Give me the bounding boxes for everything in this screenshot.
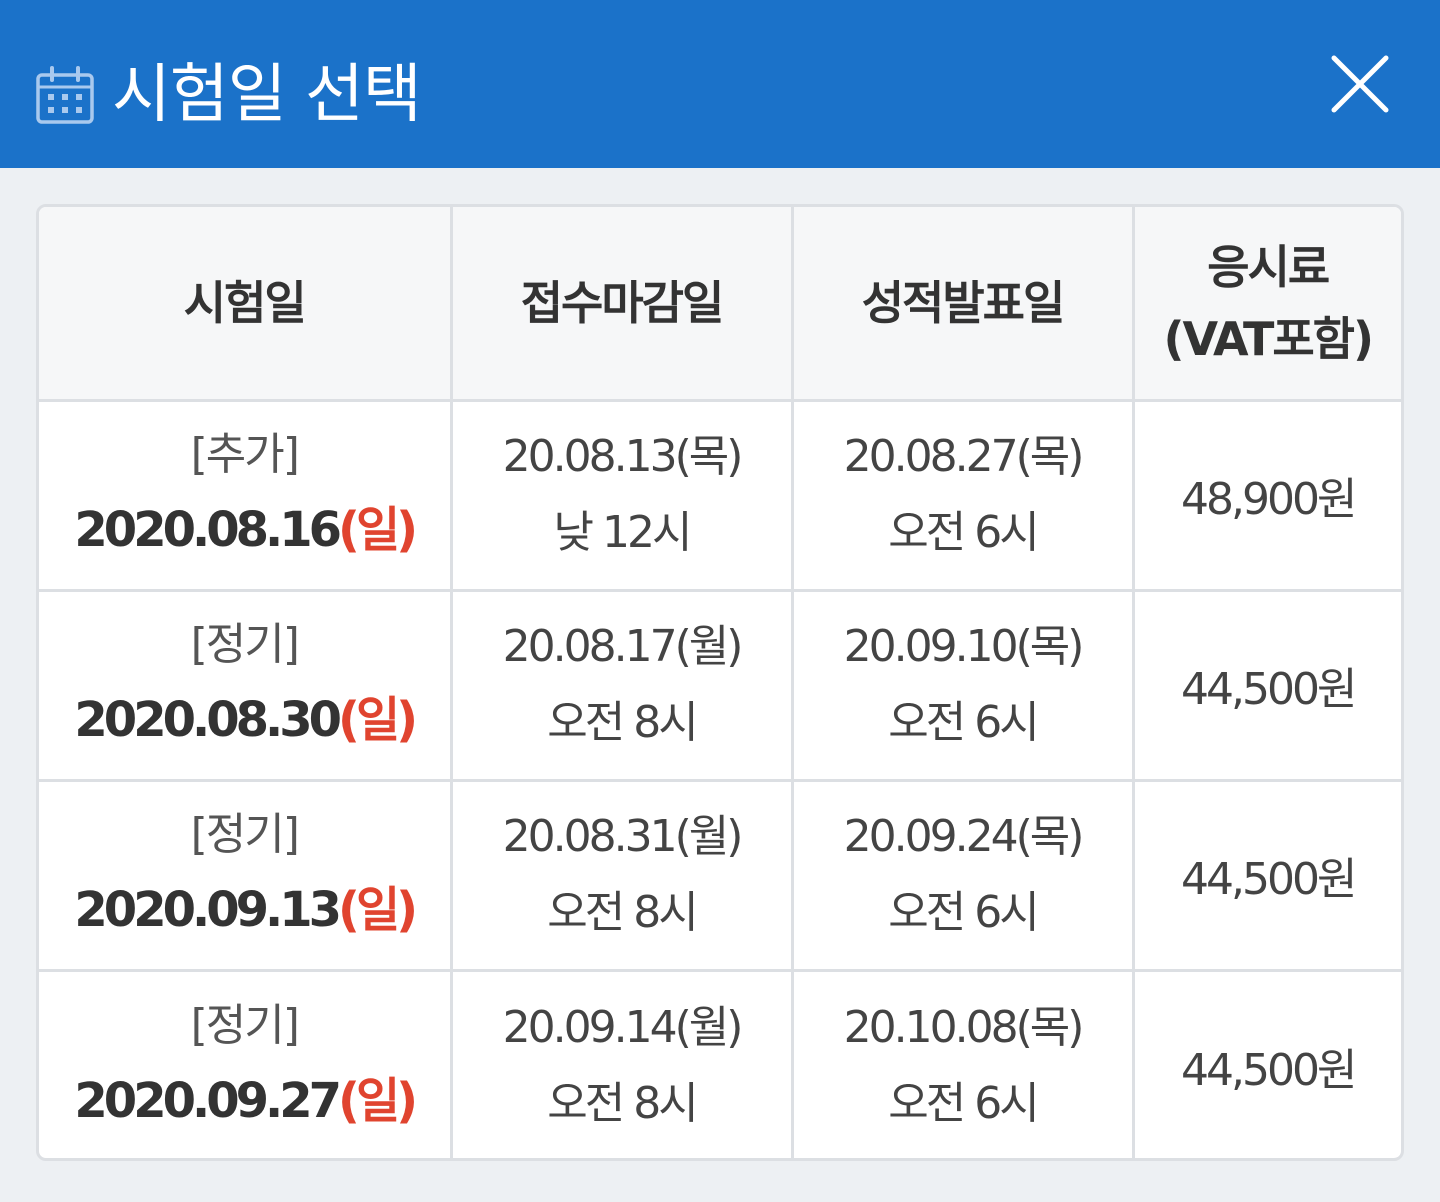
table-header-row: 시험일 접수마감일 성적발표일 응시료 (VAT포함) [39, 207, 1401, 402]
deadline-time: 낮 12시 [553, 507, 693, 558]
exam-date-cell[interactable]: [정기] 2020.09.13(일) [39, 778, 453, 972]
exam-weekday: (일) [338, 502, 418, 558]
fee-cell: 44,500원 [1131, 778, 1401, 972]
modal-title: 시험일 선택 [112, 58, 422, 132]
col-header-result-date: 성적발표일 [790, 207, 1135, 402]
calendar-icon [36, 66, 94, 124]
deadline-date: 20.08.31(월) [502, 811, 744, 862]
exam-date: 2020.08.16 [74, 502, 342, 558]
deadline-cell: 20.08.17(월) 오전 8시 [449, 588, 794, 782]
deadline-cell: 20.08.13(목) 낮 12시 [449, 398, 794, 592]
exam-schedule-panel: 시험일 접수마감일 성적발표일 응시료 (VAT포함) [추가] 2020.08… [36, 204, 1404, 1161]
deadline-time: 오전 8시 [547, 697, 698, 748]
modal-header: 시험일 선택 [0, 0, 1440, 168]
result-time: 오전 6시 [888, 507, 1039, 558]
exam-type-label: [정기] [190, 619, 300, 670]
col-header-fee-label: 응시료 [1207, 239, 1330, 294]
deadline-date: 20.09.14(월) [502, 1001, 744, 1053]
exam-date-cell[interactable]: [정기] 2020.09.27(일) [39, 968, 453, 1158]
deadline-time: 오전 8시 [547, 887, 698, 938]
deadline-cell: 20.08.31(월) 오전 8시 [449, 778, 794, 972]
deadline-cell: 20.09.14(월) 오전 8시 [449, 968, 794, 1158]
exam-weekday: (일) [338, 692, 418, 748]
close-icon[interactable] [1320, 44, 1400, 124]
fee-cell: 48,900원 [1131, 398, 1401, 592]
exam-type-label: [추가] [190, 429, 300, 480]
result-date: 20.08.27(목) [843, 431, 1085, 482]
result-date: 20.10.08(목) [843, 1001, 1085, 1053]
table-row[interactable]: [정기] 2020.09.13(일) 20.08.31(월) 오전 8시 20.… [39, 778, 1401, 972]
exam-date: 2020.09.27 [74, 1072, 342, 1129]
result-date-cell: 20.10.08(목) 오전 6시 [790, 968, 1135, 1158]
deadline-time: 오전 8시 [547, 1077, 698, 1129]
col-header-fee-note: (VAT포함) [1163, 311, 1374, 366]
exam-date: 2020.09.13 [74, 882, 342, 938]
exam-type-label: [정기] [190, 999, 300, 1051]
result-date: 20.09.24(목) [843, 811, 1085, 862]
result-date-cell: 20.09.10(목) 오전 6시 [790, 588, 1135, 782]
col-header-fee: 응시료 (VAT포함) [1131, 207, 1401, 402]
col-header-deadline: 접수마감일 [449, 207, 794, 402]
result-date-cell: 20.09.24(목) 오전 6시 [790, 778, 1135, 972]
exam-date: 2020.08.30 [74, 692, 342, 748]
exam-schedule-table: 시험일 접수마감일 성적발표일 응시료 (VAT포함) [추가] 2020.08… [39, 207, 1401, 1158]
col-header-exam-date: 시험일 [39, 207, 453, 402]
result-date: 20.09.10(목) [843, 621, 1085, 672]
exam-weekday: (일) [338, 1072, 418, 1129]
result-time: 오전 6시 [888, 887, 1039, 938]
table-row[interactable]: [추가] 2020.08.16(일) 20.08.13(목) 낮 12시 20.… [39, 398, 1401, 592]
exam-date-cell[interactable]: [추가] 2020.08.16(일) [39, 398, 453, 592]
result-date-cell: 20.08.27(목) 오전 6시 [790, 398, 1135, 592]
table-row[interactable]: [정기] 2020.08.30(일) 20.08.17(월) 오전 8시 20.… [39, 588, 1401, 782]
result-time: 오전 6시 [888, 1077, 1039, 1129]
fee-cell: 44,500원 [1131, 968, 1401, 1158]
exam-weekday: (일) [338, 882, 418, 938]
exam-type-label: [정기] [190, 809, 300, 860]
result-time: 오전 6시 [888, 697, 1039, 748]
deadline-date: 20.08.17(월) [502, 621, 744, 672]
fee-cell: 44,500원 [1131, 588, 1401, 782]
exam-date-cell[interactable]: [정기] 2020.08.30(일) [39, 588, 453, 782]
table-row[interactable]: [정기] 2020.09.27(일) 20.09.14(월) 오전 8시 20.… [39, 968, 1401, 1158]
deadline-date: 20.08.13(목) [502, 431, 744, 482]
